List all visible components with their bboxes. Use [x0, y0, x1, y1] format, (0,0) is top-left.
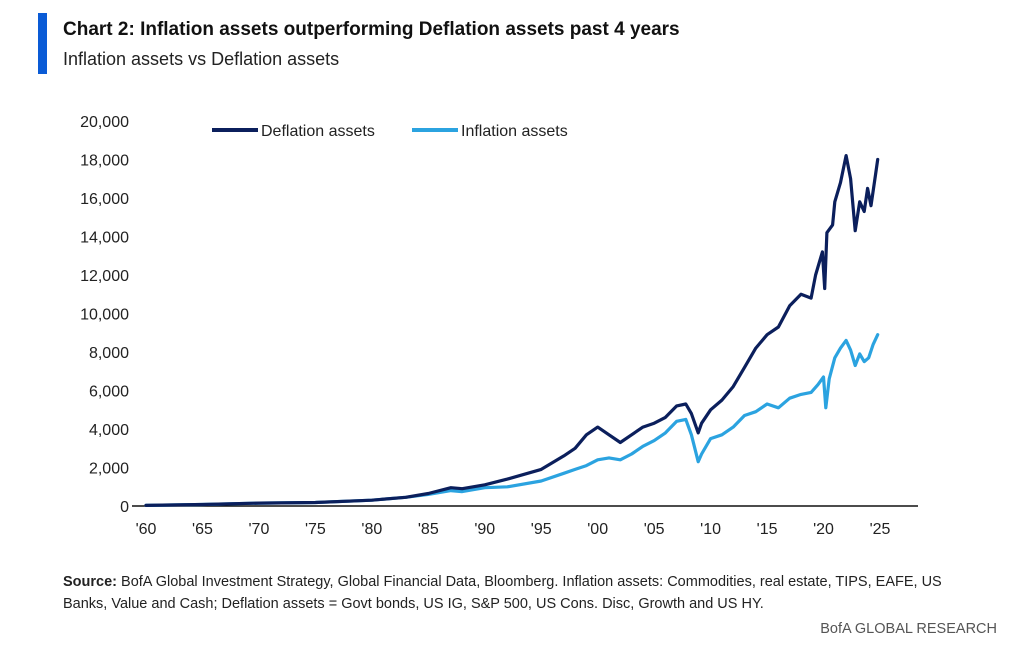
x-tick-label: '60	[136, 521, 157, 538]
y-tick-label: 18,000	[80, 153, 129, 170]
x-tick-label: '20	[813, 521, 834, 538]
x-tick-label: '10	[700, 521, 721, 538]
legend: Deflation assets Inflation assets	[212, 123, 568, 140]
y-tick-label: 14,000	[80, 230, 129, 247]
series-line-inflation-assets	[144, 333, 880, 507]
y-tick-label: 8,000	[89, 345, 129, 362]
series-line-deflation-assets	[144, 154, 880, 507]
x-tick-label: '75	[305, 521, 326, 538]
x-tick-label: '05	[644, 521, 665, 538]
y-tick-label: 2,000	[89, 461, 129, 478]
x-tick-label: '00	[587, 521, 608, 538]
y-tick-label: 12,000	[80, 268, 129, 285]
x-tick-label: '15	[757, 521, 778, 538]
x-axis-ticks: '60 '65 '70 '75 '80 '85 '90 '95 '00 '05 '10 '15 '20 '…	[136, 521, 891, 538]
x-tick-label: '70	[248, 521, 269, 538]
y-tick-label: 6,000	[89, 384, 129, 401]
x-tick-label: '65	[192, 521, 213, 538]
legend-label: Deflation assets	[261, 123, 375, 140]
y-tick-label: 16,000	[80, 191, 129, 208]
source-footnote: Source: BofA Global Investment Strategy,…	[63, 571, 983, 615]
y-tick-label: 4,000	[89, 422, 129, 439]
chart-subtitle: Inflation assets vs Deflation assets	[63, 49, 340, 69]
x-tick-label: '90	[474, 521, 495, 538]
series-lines	[144, 154, 880, 507]
brand-credit: BofA GLOBAL RESEARCH	[820, 621, 997, 637]
chart-title: Chart 2: Inflation assets outperforming …	[63, 19, 680, 40]
source-label: Source:	[63, 574, 117, 590]
x-tick-label: '25	[870, 521, 891, 538]
x-tick-label: '80	[361, 521, 382, 538]
legend-label: Inflation assets	[461, 123, 568, 140]
source-text: BofA Global Investment Strategy, Global …	[63, 574, 942, 612]
line-chart: 0 2,000 4,000 6,000 8,000 10,000 12,000 14,000 1…	[80, 114, 918, 538]
y-axis-ticks: 0 2,000 4,000 6,000 8,000 10,000 12,000 14,000 1…	[80, 114, 129, 516]
x-tick-label: '85	[418, 521, 439, 538]
y-tick-label: 20,000	[80, 114, 129, 131]
y-tick-label: 10,000	[80, 307, 129, 324]
x-tick-label: '95	[531, 521, 552, 538]
y-tick-label: 0	[120, 499, 129, 516]
title-accent-bar	[38, 13, 47, 74]
